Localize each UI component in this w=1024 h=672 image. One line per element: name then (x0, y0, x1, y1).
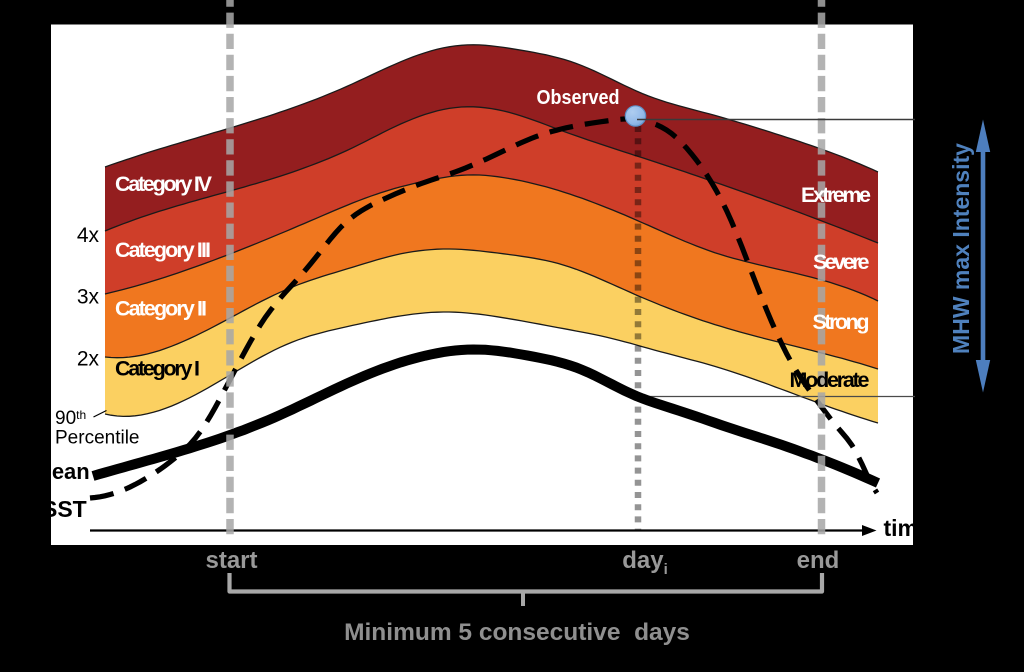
svg-text:Observed: Observed (537, 86, 620, 109)
svg-text:Extreme: Extreme (801, 183, 871, 207)
svg-text:start: start (205, 547, 257, 574)
svg-text:Percentile: Percentile (55, 428, 140, 449)
svg-text:Category II: Category II (115, 297, 207, 321)
svg-text:Mean: Mean (34, 459, 90, 484)
svg-text:MHW max Intensity: MHW max Intensity (948, 143, 974, 354)
svg-text:Category IV: Category IV (115, 172, 213, 196)
svg-text:Strong: Strong (813, 310, 870, 334)
svg-text:end: end (797, 547, 840, 574)
svg-text:Minimum 5 consecutive days: Minimum 5 consecutive days (344, 619, 690, 646)
svg-text:Category III: Category III (115, 238, 211, 262)
svg-text:Category I: Category I (115, 357, 200, 381)
svg-text:3x: 3x (77, 286, 100, 309)
svg-text:Severe: Severe (813, 250, 870, 274)
svg-text:Moderate: Moderate (790, 368, 870, 392)
svg-text:SST: SST (42, 496, 87, 522)
svg-text:dayi: dayi (622, 547, 668, 578)
svg-text:time: time (884, 515, 931, 541)
svg-text:4x: 4x (77, 224, 100, 247)
svg-text:2x: 2x (77, 348, 100, 371)
